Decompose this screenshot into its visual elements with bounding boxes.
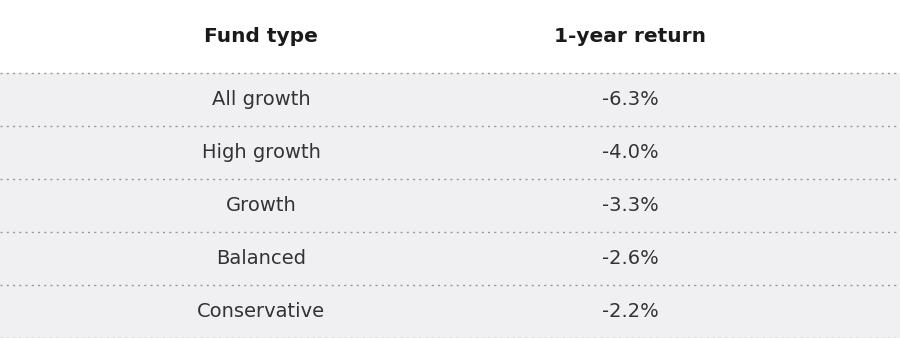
- Text: Balanced: Balanced: [216, 249, 306, 268]
- Text: Growth: Growth: [226, 196, 296, 215]
- Text: -6.3%: -6.3%: [601, 90, 659, 109]
- Bar: [0, 232, 900, 285]
- Text: -2.6%: -2.6%: [601, 249, 659, 268]
- Text: -4.0%: -4.0%: [602, 143, 658, 162]
- Bar: [0, 285, 900, 338]
- Text: -3.3%: -3.3%: [601, 196, 659, 215]
- Text: All growth: All growth: [212, 90, 310, 109]
- Text: Fund type: Fund type: [204, 27, 318, 46]
- Bar: [0, 126, 900, 179]
- Bar: [0, 0, 900, 73]
- Bar: [0, 179, 900, 232]
- Text: High growth: High growth: [202, 143, 320, 162]
- Text: Conservative: Conservative: [197, 302, 325, 321]
- Text: 1-year return: 1-year return: [554, 27, 706, 46]
- Bar: [0, 73, 900, 126]
- Text: -2.2%: -2.2%: [601, 302, 659, 321]
